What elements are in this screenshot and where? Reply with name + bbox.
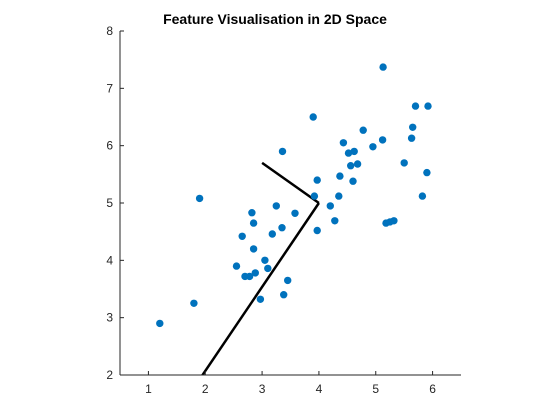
line-segment-2 [261,161,320,205]
data-point-13 [261,256,269,264]
data-point-36 [359,126,367,134]
y-tick-label-4: 5 [106,196,113,210]
data-point-15 [268,230,276,238]
x-tick-label-6: 6 [429,382,436,396]
data-point-29 [336,172,344,180]
data-point-33 [349,177,357,185]
data-point-37 [369,143,377,151]
data-point-20 [284,276,292,285]
x-tick-label-2: 2 [202,382,209,396]
line-group [201,161,320,375]
data-point-2 [190,299,198,307]
data-point-30 [339,139,348,147]
data-point-38 [378,136,387,144]
data-point-28 [335,192,343,200]
data-point-17 [278,224,286,232]
y-tick-label-7: 8 [106,24,113,38]
data-point-12 [256,295,265,303]
data-point-19 [280,291,288,299]
y-tick-label-1: 2 [106,368,113,382]
data-point-46 [411,102,420,110]
data-point-21 [291,209,299,217]
data-point-7 [245,272,254,281]
data-point-26 [326,202,334,210]
data-point-8 [248,209,256,217]
data-point-11 [251,269,259,277]
data-point-9 [249,245,258,253]
data-point-45 [409,123,417,131]
data-point-4 [232,262,241,270]
data-point-18 [278,147,287,156]
chart-title: Feature Visualisation in 2D Space [163,11,387,27]
data-point-16 [272,202,280,210]
data-point-32 [347,162,355,170]
x-tick-label-5: 5 [372,382,379,396]
data-point-47 [418,192,427,200]
data-point-22 [309,113,317,121]
data-point-23 [310,192,319,200]
y-tick-label-5: 6 [106,139,113,153]
data-point-39 [379,63,387,71]
data-point-31 [344,149,353,157]
data-point-34 [350,147,358,156]
data-point-25 [313,176,321,184]
x-tick-label-4: 4 [316,382,323,396]
x-tick-label-1: 1 [145,382,152,396]
y-tick-label-6: 7 [106,81,113,95]
data-point-14 [264,264,272,273]
point-group [156,63,432,328]
axes: 1 2 3 4 5 6 2 3 4 5 6 7 8 [106,24,461,396]
y-tick-label-2: 3 [106,311,113,325]
data-point-5 [238,232,246,240]
data-point-10 [249,219,258,227]
data-point-24 [313,226,321,235]
data-point-35 [353,160,362,168]
line-segment-1 [201,202,320,375]
data-point-27 [331,217,339,225]
data-point-49 [424,102,432,110]
data-point-42 [390,217,398,225]
data-point-43 [400,159,408,167]
plot-area [156,63,432,375]
data-point-3 [195,194,204,203]
y-tick-label-3: 4 [106,253,113,267]
data-point-44 [407,134,416,142]
data-point-1 [156,319,164,328]
data-point-48 [423,168,431,177]
x-tick-label-3: 3 [259,382,266,396]
